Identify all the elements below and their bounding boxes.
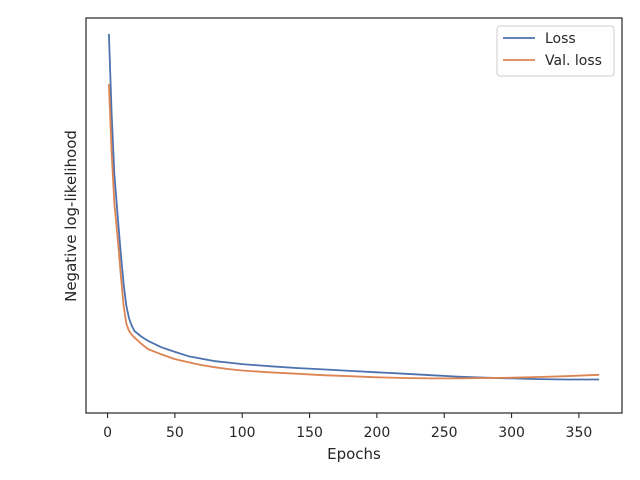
legend-label-loss: Loss [545, 31, 576, 47]
plot-frame [85, 17, 623, 414]
series-layer [108, 33, 600, 381]
plot-background [86, 18, 622, 413]
x-tick-label: 350 [566, 425, 593, 441]
x-tick-label: 100 [229, 425, 256, 441]
x-tick-label: 50 [166, 425, 184, 441]
legend-label-val-loss: Val. loss [545, 53, 602, 69]
x-tick-label: 0 [103, 425, 112, 441]
y-axis-label: Negative log-likelihood [62, 130, 80, 302]
x-axis-ticks: 0 50 100 150 200 250 300 350 [103, 413, 592, 441]
series-line-loss [108, 33, 600, 381]
x-axis-label: Epochs [327, 445, 381, 463]
x-tick-label: 250 [431, 425, 458, 441]
x-tick-label: 300 [498, 425, 525, 441]
x-tick-label: 150 [296, 425, 323, 441]
x-tick-label: 200 [364, 425, 391, 441]
series-line-val-loss [108, 84, 600, 380]
legend: Loss Val. loss [496, 25, 615, 77]
